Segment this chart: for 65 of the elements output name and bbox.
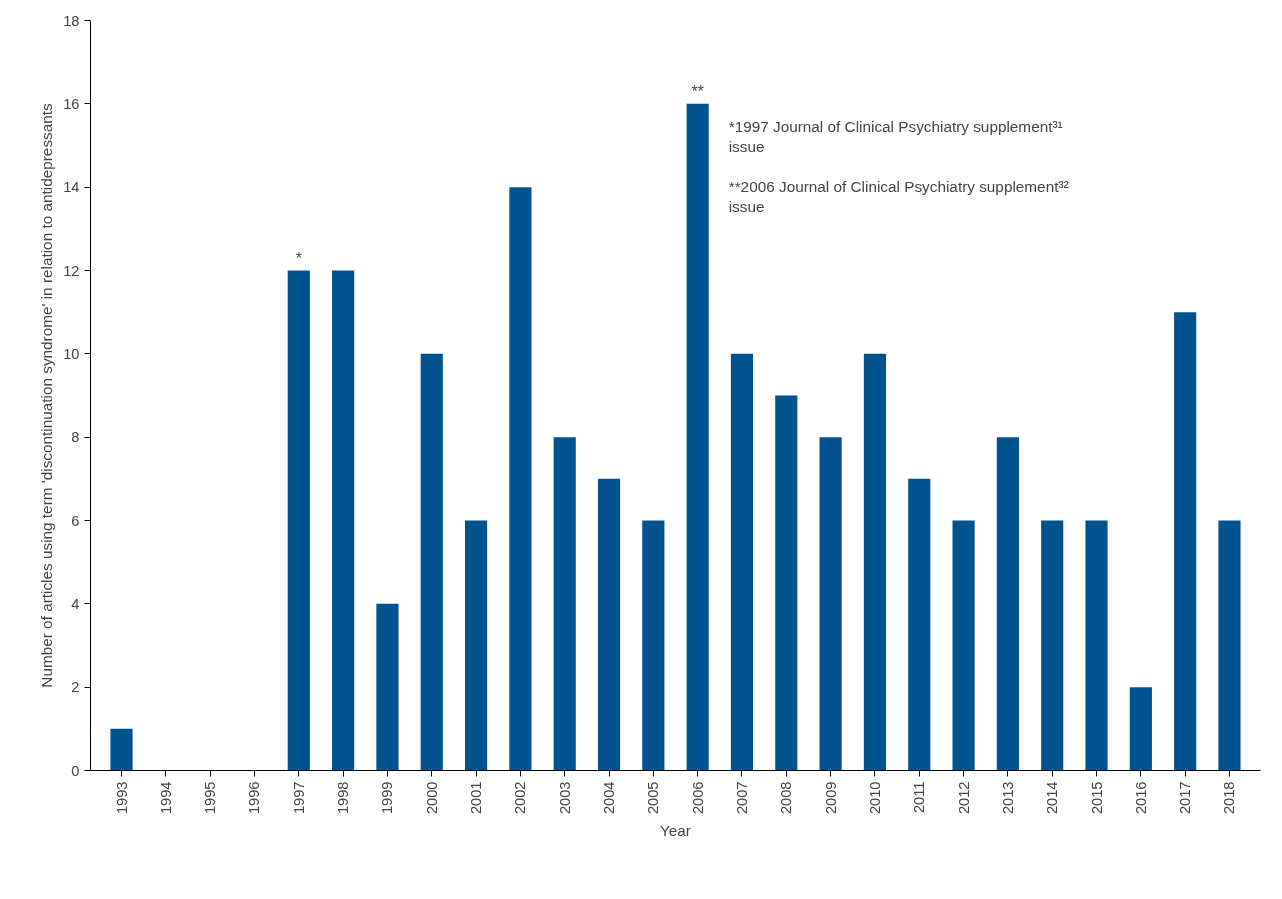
annotation: **2006 Journal of Clinical Psychiatry supplement³² issue (728, 178, 1069, 216)
bar (1085, 520, 1108, 771)
x-tick-label: 2014 (1044, 781, 1061, 815)
x-axis-title: Year (660, 822, 691, 840)
y-tick-label: 8 (71, 429, 80, 446)
x-tick-label: 2000 (423, 781, 440, 815)
y-tick-label: 16 (63, 95, 80, 112)
x-tick-label: 2017 (1177, 781, 1194, 815)
x-tick-label: 1993 (113, 781, 130, 815)
y-tick-label: 12 (63, 262, 80, 279)
x-tick-label: 1994 (157, 781, 174, 815)
bar (597, 478, 621, 771)
bar (110, 728, 133, 771)
bar (908, 478, 931, 771)
bar (332, 270, 355, 771)
x-tick-label: 2002 (512, 781, 529, 815)
x-tick-label: 2010 (866, 781, 883, 815)
x-tick-label: 2012 (955, 781, 972, 815)
annotation: ** (691, 82, 704, 100)
y-tick-label: 18 (63, 12, 80, 29)
bar (996, 437, 1019, 771)
x-tick-label: 2006 (689, 781, 706, 815)
bar (287, 270, 310, 771)
y-tick-label: 6 (71, 512, 80, 529)
bar (509, 187, 532, 771)
bar (376, 603, 399, 771)
bar (1218, 520, 1241, 771)
x-tick-label: 2007 (733, 781, 750, 815)
bar (775, 395, 798, 771)
x-tick-label: 1998 (335, 781, 352, 815)
bar (553, 437, 576, 771)
bar (464, 520, 488, 771)
x-tick-label: 2013 (999, 781, 1016, 815)
y-tick-label: 14 (63, 179, 80, 196)
x-tick-label: 2018 (1221, 781, 1238, 815)
y-tick-label: 2 (71, 679, 80, 696)
y-tick-label: 10 (63, 345, 80, 362)
x-tick-label: 2008 (778, 781, 795, 815)
bar (686, 103, 709, 771)
x-tick-label: 1997 (290, 781, 307, 815)
annotation: *1997 Journal of Clinical Psychiatry supplement³¹ issue (728, 118, 1063, 156)
bar (1174, 312, 1197, 771)
x-tick-label: 1995 (202, 781, 219, 815)
bar (1041, 520, 1064, 771)
bar (642, 520, 665, 771)
x-tick-label: 1996 (246, 781, 263, 815)
x-tick-label: 1999 (379, 781, 396, 815)
bar (420, 353, 443, 771)
bar (863, 353, 887, 771)
bar (952, 520, 975, 771)
x-tick-label: 2016 (1132, 781, 1149, 815)
x-tick-label: 2001 (468, 781, 485, 815)
bar (730, 353, 754, 771)
y-tick-label: 4 (71, 595, 80, 612)
x-tick-label: 2015 (1088, 781, 1105, 815)
x-tick-label: 2011 (911, 781, 928, 814)
bar (1129, 687, 1152, 771)
x-tick-label: 2005 (645, 781, 662, 815)
bar (819, 437, 842, 771)
x-tick-label: 2004 (601, 781, 618, 815)
x-tick-label: 2009 (822, 781, 839, 815)
y-tick-label: 0 (71, 762, 80, 779)
annotation: * (295, 249, 302, 267)
x-tick-label: 2003 (556, 781, 573, 815)
y-axis-title: Number of articles using term 'discontinuation syndrome' in relation to antidepressants (38, 102, 56, 688)
